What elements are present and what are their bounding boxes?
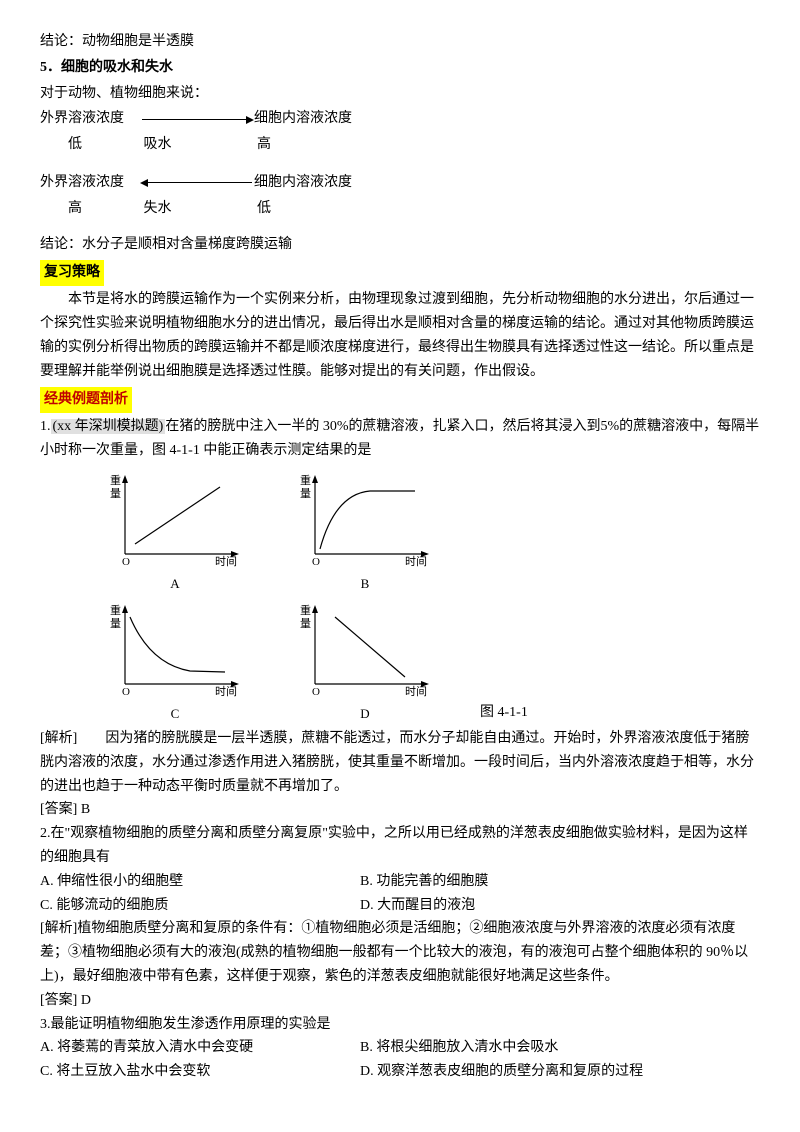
chart-row-1: 重 量 O 时间 A 重 量 O 时间 [100,469,760,595]
arrow-diagram-2: 外界溶液浓度 细胞内溶液浓度 [40,171,760,195]
arrow-right-icon [142,119,252,120]
q1-answer-label: [答案] [40,802,77,817]
q2-analysis: [解析]植物细胞质壁分离和复原的条件有：①植物细胞必须是活细胞；②细胞液浓度与外… [40,917,760,988]
chart-row-2: 重 量 O 时间 C 重 量 [100,599,440,725]
q2-answer-text: D [77,993,91,1008]
chart-A-xlabel: 时间 [215,555,237,568]
q3-optA: A. 将萎蔫的青菜放入清水中会变硬 [40,1036,360,1060]
q1-shaded-source: (xx 年深圳模拟题) [51,419,166,434]
arrow-diagram-1: 外界溶液浓度 细胞内溶液浓度 [40,107,760,131]
chart-A-ylabel: 重 [110,473,121,487]
q1-answer: [答案] B [40,798,760,822]
q2-prefix: 2. [40,826,51,841]
chart-C: 重 量 O 时间 C [100,599,250,725]
chart-B-ylabel: 重 [300,473,311,487]
strategy-title: 复习策略 [40,260,104,286]
q2-options-row1: A. 伸缩性很小的细胞壁 B. 功能完善的细胞膜 [40,870,760,894]
q2-analysis-text: 植物细胞质壁分离和复原的条件有：①植物细胞必须是活细胞；②细胞液浓度与外界溶液的… [40,921,748,984]
figure-caption: 图 4-1-1 [480,701,528,725]
chart-A-ylabel2: 量 [110,487,121,500]
q2-analysis-label: [解析] [40,921,77,936]
chart-C-ylabel2: 量 [110,617,121,630]
chart-A-origin: O [122,556,130,568]
arrow1-right: 细胞内溶液浓度 [254,107,352,131]
chart-B-label: B [290,573,440,595]
q2-optB: B. 功能完善的细胞膜 [360,870,760,894]
question-2: 2.在"观察植物细胞的质壁分离和质壁分离复原"实验中，之所以用已经成熟的洋葱表皮… [40,822,760,870]
chart-C-origin: O [122,686,130,698]
q1-prefix: 1. [40,419,51,434]
arrow2-sub-left: 高 [68,197,140,221]
examples-title: 经典例题剖析 [40,387,132,413]
chart-B-ylabel2: 量 [300,487,311,500]
arrow1-sub: 低 吸水 高 [40,133,760,157]
section-5-line1: 对于动物、植物细胞来说： [40,82,760,106]
arrow2-sub-right: 低 [257,197,271,221]
q3-options-row1: A. 将萎蔫的青菜放入清水中会变硬 B. 将根尖细胞放入清水中会吸水 [40,1036,760,1060]
q2-text: 在"观察植物细胞的质壁分离和质壁分离复原"实验中，之所以用已经成熟的洋葱表皮细胞… [40,826,748,865]
q1-analysis-label: [解析] [40,731,77,746]
arrow2-sub: 高 失水 低 [40,197,760,221]
chart-D-ylabel2: 量 [300,617,311,630]
q1-answer-text: B [77,802,90,817]
q2-answer-label: [答案] [40,993,77,1008]
q2-optC: C. 能够流动的细胞质 [40,894,360,918]
q3-optC: C. 将土豆放入盐水中会变软 [40,1060,360,1084]
q3-prefix: 3. [40,1017,51,1032]
chart-A: 重 量 O 时间 A [100,469,250,595]
conclusion-2: 结论：水分子是顺相对含量梯度跨膜运输 [40,233,760,257]
chart-D-svg: 重 量 O 时间 [290,599,440,699]
chart-D-ylabel: 重 [300,603,311,617]
chart-B-xlabel: 时间 [405,555,427,568]
chart-D-origin: O [312,686,320,698]
charts-figure: 重 量 O 时间 A 重 量 O 时间 [40,469,760,725]
chart-A-label: A [100,573,250,595]
q1-analysis: [解析] 因为猪的膀胱膜是一层半透膜，蔗糖不能透过，而水分子却能自由通过。开始时… [40,727,760,798]
q1-analysis-text: 因为猪的膀胱膜是一层半透膜，蔗糖不能透过，而水分子却能自由通过。开始时，外界溶液… [40,731,754,794]
chart-C-svg: 重 量 O 时间 [100,599,250,699]
chart-D: 重 量 O 时间 D [290,599,440,725]
section-5-title: 5．细胞的吸水和失水 [40,56,760,80]
chart-C-ylabel: 重 [110,603,121,617]
chart-C-label: C [100,703,250,725]
chart-C-xlabel: 时间 [215,685,237,698]
arrow1-left: 外界溶液浓度 [40,107,140,131]
chart-D-xlabel: 时间 [405,685,427,698]
q2-optD: D. 大而醒目的液泡 [360,894,760,918]
arrow2-sub-mid: 失水 [144,197,254,221]
arrow1-sub-left: 低 [68,133,140,157]
strategy-body: 本节是将水的跨膜运输作为一个实例来分析，由物理现象过渡到细胞，先分析动物细胞的水… [40,288,760,383]
q3-text: 最能证明植物细胞发生渗透作用原理的实验是 [51,1017,331,1032]
q3-optD: D. 观察洋葱表皮细胞的质壁分离和复原的过程 [360,1060,760,1084]
chart-B: 重 量 O 时间 B [290,469,440,595]
q3-optB: B. 将根尖细胞放入清水中会吸水 [360,1036,760,1060]
chart-D-label: D [290,703,440,725]
q2-answer: [答案] D [40,989,760,1013]
chart-A-svg: 重 量 O 时间 [100,469,250,569]
arrow2-right: 细胞内溶液浓度 [254,171,352,195]
arrow-left-icon [142,182,252,183]
q3-options-row2: C. 将土豆放入盐水中会变软 D. 观察洋葱表皮细胞的质壁分离和复原的过程 [40,1060,760,1084]
chart-B-svg: 重 量 O 时间 [290,469,440,569]
arrow1-sub-mid: 吸水 [144,133,254,157]
q2-options-row2: C. 能够流动的细胞质 D. 大而醒目的液泡 [40,894,760,918]
question-3: 3.最能证明植物细胞发生渗透作用原理的实验是 [40,1013,760,1037]
intro-conclusion: 结论：动物细胞是半透膜 [40,30,760,54]
arrow2-left: 外界溶液浓度 [40,171,140,195]
question-1: 1.(xx 年深圳模拟题)在猪的膀胱中注入一半的 30%的蔗糖溶液，扎紧入口，然… [40,415,760,463]
q2-optA: A. 伸缩性很小的细胞壁 [40,870,360,894]
chart-B-origin: O [312,556,320,568]
arrow1-sub-right: 高 [257,133,271,157]
